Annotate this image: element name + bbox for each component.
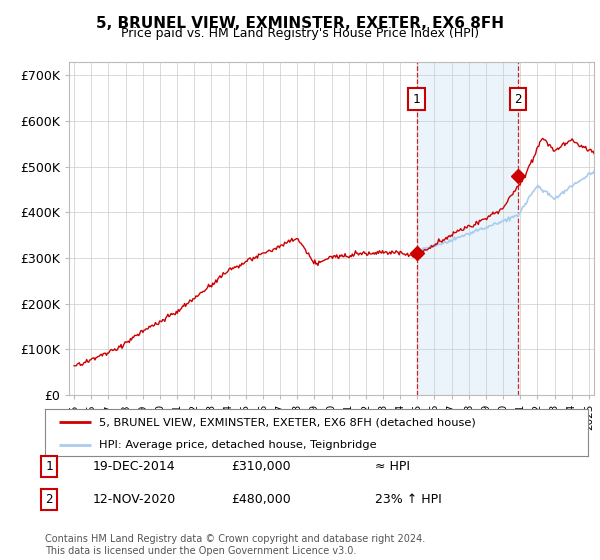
Text: 1: 1 xyxy=(413,92,421,105)
Text: 1: 1 xyxy=(46,460,53,473)
Text: £310,000: £310,000 xyxy=(231,460,290,473)
Text: HPI: Average price, detached house, Teignbridge: HPI: Average price, detached house, Teig… xyxy=(100,440,377,450)
Text: 2: 2 xyxy=(514,92,522,105)
Text: Price paid vs. HM Land Registry's House Price Index (HPI): Price paid vs. HM Land Registry's House … xyxy=(121,27,479,40)
Text: 5, BRUNEL VIEW, EXMINSTER, EXETER, EX6 8FH: 5, BRUNEL VIEW, EXMINSTER, EXETER, EX6 8… xyxy=(96,16,504,31)
Bar xyxy=(416,62,518,395)
Text: 19-DEC-2014: 19-DEC-2014 xyxy=(93,460,176,473)
Text: 23% ↑ HPI: 23% ↑ HPI xyxy=(375,493,442,506)
Text: £480,000: £480,000 xyxy=(231,493,291,506)
Text: 2: 2 xyxy=(46,493,53,506)
Text: ≈ HPI: ≈ HPI xyxy=(375,460,410,473)
Text: Contains HM Land Registry data © Crown copyright and database right 2024.
This d: Contains HM Land Registry data © Crown c… xyxy=(45,534,425,556)
Text: 12-NOV-2020: 12-NOV-2020 xyxy=(93,493,176,506)
Text: 5, BRUNEL VIEW, EXMINSTER, EXETER, EX6 8FH (detached house): 5, BRUNEL VIEW, EXMINSTER, EXETER, EX6 8… xyxy=(100,417,476,427)
